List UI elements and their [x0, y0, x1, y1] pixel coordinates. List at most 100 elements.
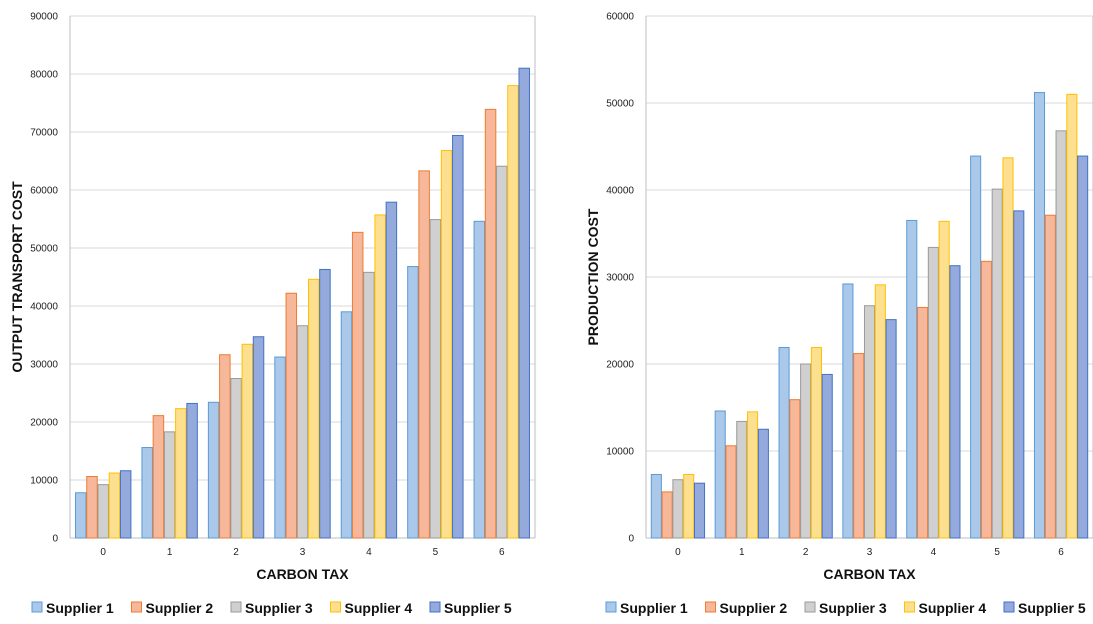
- y-tick-label: 60000: [30, 186, 58, 197]
- bar-supplier-4-tax-3: [307, 278, 320, 539]
- bar-supplier-2-tax-1: [152, 415, 165, 539]
- bar-supplier-2-tax-2: [219, 354, 231, 539]
- legend-label: Supplier 3: [245, 600, 313, 616]
- x-tick-label: 3: [300, 547, 306, 558]
- bar-supplier-2-tax-0: [86, 476, 98, 539]
- bar-supplier-3-tax-6: [1055, 130, 1067, 539]
- bar-supplier-4-tax-6: [1066, 93, 1078, 539]
- y-tick-label: 50000: [606, 99, 634, 110]
- bar-supplier-4-tax-3: [874, 284, 886, 539]
- bar-supplier-4-tax-5: [1002, 157, 1014, 539]
- bar-supplier-2-tax-5: [980, 260, 992, 539]
- bar-supplier-5-tax-0: [119, 470, 132, 539]
- legend-label: Supplier 3: [819, 600, 887, 616]
- bar-supplier-1-tax-4: [340, 311, 353, 539]
- y-axis-title: PRODUCTION COST: [585, 208, 601, 345]
- x-tick-label: 5: [433, 547, 439, 558]
- y-tick-label: 90000: [30, 12, 58, 23]
- bar-supplier-5-tax-2: [821, 373, 833, 539]
- x-axis-title: CARBON TAX: [823, 566, 916, 582]
- bar-supplier-2-tax-0: [661, 491, 673, 539]
- bar-supplier-2-tax-4: [351, 231, 364, 539]
- x-tick-label: 6: [499, 547, 505, 558]
- x-tick-label: 4: [931, 547, 937, 558]
- bar-supplier-2-tax-4: [917, 306, 929, 539]
- bar-supplier-3-tax-3: [863, 305, 876, 539]
- bar-supplier-5-tax-1: [757, 428, 769, 539]
- legend-label: Supplier 2: [720, 600, 788, 616]
- legend-swatch-supplier-4: [904, 601, 915, 613]
- x-tick-label: 0: [675, 547, 681, 558]
- bar-supplier-5-tax-5: [452, 134, 464, 539]
- bar-supplier-3-tax-6: [496, 165, 508, 539]
- bar-supplier-4-tax-1: [747, 411, 759, 539]
- x-tick-label: 1: [167, 547, 173, 558]
- legend-swatch-supplier-2: [131, 601, 142, 613]
- x-tick-label: 2: [803, 547, 809, 558]
- y-tick-label: 70000: [30, 128, 58, 139]
- bar-supplier-2-tax-6: [484, 108, 497, 539]
- y-tick-label: 0: [52, 534, 58, 545]
- bar-supplier-3-tax-5: [991, 188, 1003, 539]
- y-tick-label: 30000: [606, 273, 634, 284]
- y-tick-label: 80000: [30, 70, 58, 81]
- bar-supplier-3-tax-4: [363, 271, 375, 539]
- x-axis-title: CARBON TAX: [256, 566, 349, 582]
- bar-supplier-3-tax-4: [927, 246, 939, 539]
- bar-supplier-4-tax-1: [175, 408, 187, 539]
- bar-supplier-5-tax-2: [252, 336, 265, 539]
- legend-label: Supplier 2: [146, 600, 214, 616]
- bar-supplier-1-tax-1: [714, 410, 726, 539]
- x-tick-label: 2: [233, 547, 239, 558]
- x-tick-label: 0: [100, 547, 106, 558]
- bar-supplier-5-tax-0: [693, 482, 706, 539]
- legend-swatch-supplier-4: [330, 601, 341, 613]
- legend-label: Supplier 4: [345, 600, 413, 616]
- legend-label: Supplier 5: [1018, 600, 1086, 616]
- legend-swatch-supplier-3: [230, 601, 242, 613]
- bar-supplier-2-tax-3: [853, 353, 865, 539]
- legend-swatch-supplier-1: [31, 601, 43, 613]
- legend-swatch-supplier-5: [1003, 601, 1015, 613]
- bar-supplier-1-tax-5: [970, 155, 982, 539]
- legend-swatch-supplier-1: [605, 601, 617, 613]
- bar-supplier-5-tax-5: [1013, 210, 1025, 539]
- x-tick-label: 5: [994, 547, 1000, 558]
- bar-supplier-1-tax-1: [141, 447, 153, 539]
- y-tick-label: 60000: [606, 12, 634, 23]
- bar-supplier-5-tax-4: [385, 201, 398, 539]
- bar-supplier-1-tax-6: [1033, 92, 1046, 539]
- bar-supplier-2-tax-2: [789, 399, 801, 539]
- bar-supplier-4-tax-2: [241, 343, 254, 539]
- bar-supplier-3-tax-1: [163, 431, 176, 539]
- y-tick-label: 10000: [606, 447, 634, 458]
- bar-supplier-1-tax-3: [842, 283, 854, 539]
- bar-supplier-3-tax-2: [800, 363, 812, 539]
- bar-supplier-5-tax-3: [885, 319, 897, 539]
- bar-supplier-2-tax-6: [1044, 214, 1056, 539]
- bar-supplier-5-tax-3: [319, 268, 331, 539]
- legend-swatch-supplier-3: [804, 601, 816, 613]
- bar-supplier-3-tax-2: [230, 378, 242, 539]
- bar-supplier-5-tax-6: [1077, 155, 1089, 539]
- bar-supplier-4-tax-2: [810, 346, 822, 539]
- bar-supplier-3-tax-0: [672, 479, 684, 539]
- y-tick-label: 40000: [30, 302, 58, 313]
- y-tick-label: 20000: [30, 418, 58, 429]
- bar-supplier-1-tax-3: [274, 356, 286, 539]
- y-tick-label: 50000: [30, 244, 58, 255]
- bar-supplier-1-tax-0: [75, 492, 87, 539]
- x-tick-label: 4: [366, 547, 372, 558]
- bar-supplier-3-tax-3: [296, 325, 309, 539]
- bar-supplier-3-tax-5: [429, 219, 442, 539]
- bar-supplier-3-tax-0: [97, 484, 109, 539]
- bar-supplier-4-tax-6: [507, 85, 519, 539]
- bar-supplier-1-tax-0: [650, 473, 662, 539]
- x-tick-label: 1: [739, 547, 745, 558]
- bar-supplier-2-tax-5: [418, 170, 430, 539]
- bar-supplier-2-tax-1: [725, 445, 737, 539]
- bar-supplier-1-tax-4: [906, 219, 918, 539]
- y-axis-title: OUTPUT TRANSPORT COST: [9, 181, 25, 373]
